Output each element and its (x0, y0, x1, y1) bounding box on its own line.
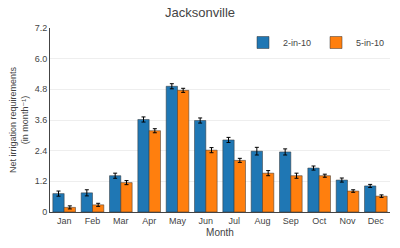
svg-text:Mar: Mar (113, 216, 129, 226)
svg-text:Oct: Oct (312, 216, 327, 226)
svg-text:7.2: 7.2 (35, 23, 48, 33)
svg-text:Apr: Apr (142, 216, 156, 226)
svg-text:Dec: Dec (368, 216, 385, 226)
svg-text:3.6: 3.6 (35, 115, 48, 125)
svg-text:Aug: Aug (254, 216, 270, 226)
svg-text:Month: Month (206, 227, 234, 238)
svg-text:2.4: 2.4 (35, 146, 48, 156)
svg-text:Sep: Sep (283, 216, 299, 226)
svg-text:5-in-10: 5-in-10 (356, 38, 384, 48)
svg-text:2-in-10: 2-in-10 (283, 38, 311, 48)
svg-text:Jul: Jul (228, 216, 240, 226)
svg-text:Jacksonville: Jacksonville (165, 5, 235, 20)
svg-text:Net irrigation requirements(in: Net irrigation requirements(in month⁻¹) (8, 66, 30, 173)
svg-text:0: 0 (42, 207, 47, 217)
svg-text:4.8: 4.8 (35, 84, 48, 94)
svg-text:Jan: Jan (57, 216, 72, 226)
svg-text:6.0: 6.0 (35, 54, 48, 64)
svg-text:1.2: 1.2 (35, 176, 48, 186)
svg-text:Nov: Nov (339, 216, 356, 226)
svg-text:Jun: Jun (199, 216, 214, 226)
svg-text:Feb: Feb (85, 216, 101, 226)
svg-text:May: May (169, 216, 187, 226)
